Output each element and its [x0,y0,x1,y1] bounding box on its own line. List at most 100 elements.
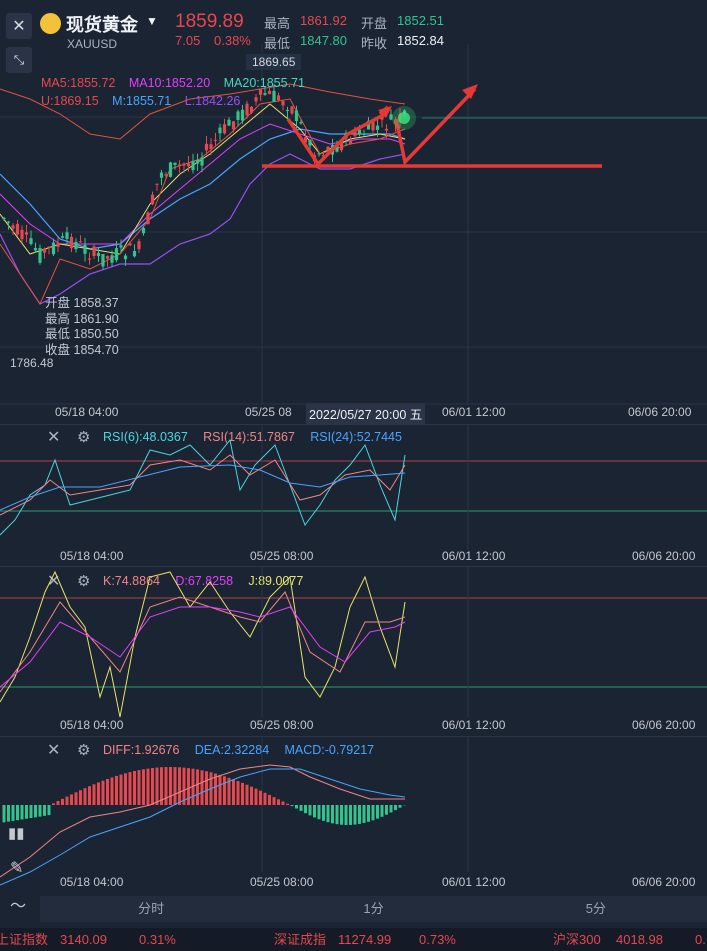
settings-gear-icon[interactable]: ⚙ [77,742,91,759]
info-high-label: 最高 [45,311,71,326]
macd-bar [74,792,78,805]
sz-index-name: 深证成指 [274,932,327,947]
macd-bar [349,805,352,825]
candle-body [218,127,222,134]
prev-close-label: 昨收 [361,36,388,51]
candle-body [366,120,371,130]
candle-body [60,236,65,238]
macd-bar [106,779,109,805]
candle-body [281,101,285,106]
candle-body [204,143,209,151]
candle-body [339,140,344,151]
candle-body [231,121,236,130]
candle-body [141,228,146,234]
macd-bar [97,782,100,805]
tab-5min[interactable]: 5分 [585,901,606,916]
candle-body [272,90,276,102]
collapse-button[interactable]: ⤡ [6,47,32,73]
rsi-panel[interactable]: ✕ ⚙ RSI(6):48.0367 RSI(14):51.7867 RSI(2… [0,424,707,565]
macd-bar [322,805,325,821]
chevron-down-icon[interactable]: ▼ [146,14,158,28]
close-button[interactable]: ✕ [6,13,32,39]
macd-bar [313,805,316,818]
ma10-value: MA10:1852.20 [128,76,211,90]
kdj-panel[interactable]: ✕ ⚙ K:74.8864 D:67.8258 J:89.0077 05/18 … [0,566,707,735]
candle-body [51,242,56,255]
candle-body [42,248,47,253]
candle-body [101,254,105,267]
candle-body [155,183,159,185]
macd-bar [367,805,370,822]
sz-index-pct: 0.73% [419,932,456,947]
x-label: 06/01 12:00 [442,405,506,419]
open-label: 开盘 [361,16,388,31]
macd-bar [344,805,348,825]
macd-bar [92,784,96,805]
macd-bar [43,805,46,816]
line-chart-icon[interactable]: 〜 [10,898,27,915]
candle-body [38,248,42,263]
main-chart-panel[interactable]: ⤡ MA5:1855.72 [0,44,707,424]
macd-bar [11,805,15,821]
candle-body [335,144,339,152]
candle-body [128,243,132,246]
x-label: 06/01 12:00 [442,718,506,732]
instrument-name[interactable]: 现货黄金 [66,15,138,35]
candlestick-chart [0,44,707,405]
candle-body [353,130,357,136]
candle-body [299,121,303,124]
x-label: 06/06 20:00 [632,875,696,889]
candle-body [29,238,33,244]
close-indicator-icon[interactable]: ✕ [47,429,61,446]
candle-body [15,223,20,235]
price-change-pct: 0.38% [214,33,251,48]
candle-body [123,255,128,260]
close-indicator-icon[interactable]: ✕ [47,742,61,759]
tab-1min[interactable]: 1分 [363,901,384,916]
macd-value: MACD:-0.79217 [284,743,375,757]
index-ticker[interactable]: 上证指数 3140.09 0.31% 深证成指 11274.99 0.73% 沪… [0,928,707,951]
macd-bar [241,782,244,805]
high-label: 最高 [264,16,291,31]
macd-bar [259,790,262,805]
macd-bar [196,769,199,805]
candle-body [191,160,195,171]
x-label: 06/01 12:00 [442,875,506,889]
indicator-icon[interactable]: ▮▮ [8,825,25,842]
crosshair-time-label: 2022/05/27 20:00 五 [306,403,426,424]
macd-bar [245,784,249,805]
info-low-label: 最低 [45,327,71,341]
candle-body [119,245,123,248]
candle-body [258,89,263,95]
macd-bar [340,805,343,825]
macd-bar [25,805,28,819]
candle-body [227,119,231,126]
tab-time-share[interactable]: 分时 [138,901,165,916]
candle-body [362,133,366,135]
macd-bar [29,805,33,819]
candle-body [177,164,182,166]
macd-bar [205,771,208,805]
candle-body [384,128,389,131]
macd-bar [353,805,357,825]
candle-body [195,159,200,164]
x-label: 05/18 04:00 [60,549,124,563]
candle-body [326,146,330,151]
candle-body [65,232,69,239]
candle-body [254,97,258,102]
settings-gear-icon[interactable]: ⚙ [77,573,91,590]
boll-lower: L:1842.26 [184,94,241,108]
macd-bar [7,805,10,822]
draw-pen-icon[interactable]: ✎ [10,860,24,877]
macd-bar [277,799,280,805]
open-value: 1852.51 [397,13,444,28]
candle-body [357,129,362,135]
macd-chart [0,737,469,886]
macd-panel[interactable]: ✕ ⚙ DIFF:1.92676 DEA:2.32284 MACD:-0.792… [0,736,707,893]
settings-gear-icon[interactable]: ⚙ [77,429,91,446]
collapse-arrows-icon: ⤡ [13,52,25,67]
macd-bar [34,805,37,818]
rsi-chart [0,425,707,550]
macd-bar [227,777,231,805]
ma-legend: MA5:1855.72 MA10:1852.20 MA20:1855.71 [41,76,305,90]
